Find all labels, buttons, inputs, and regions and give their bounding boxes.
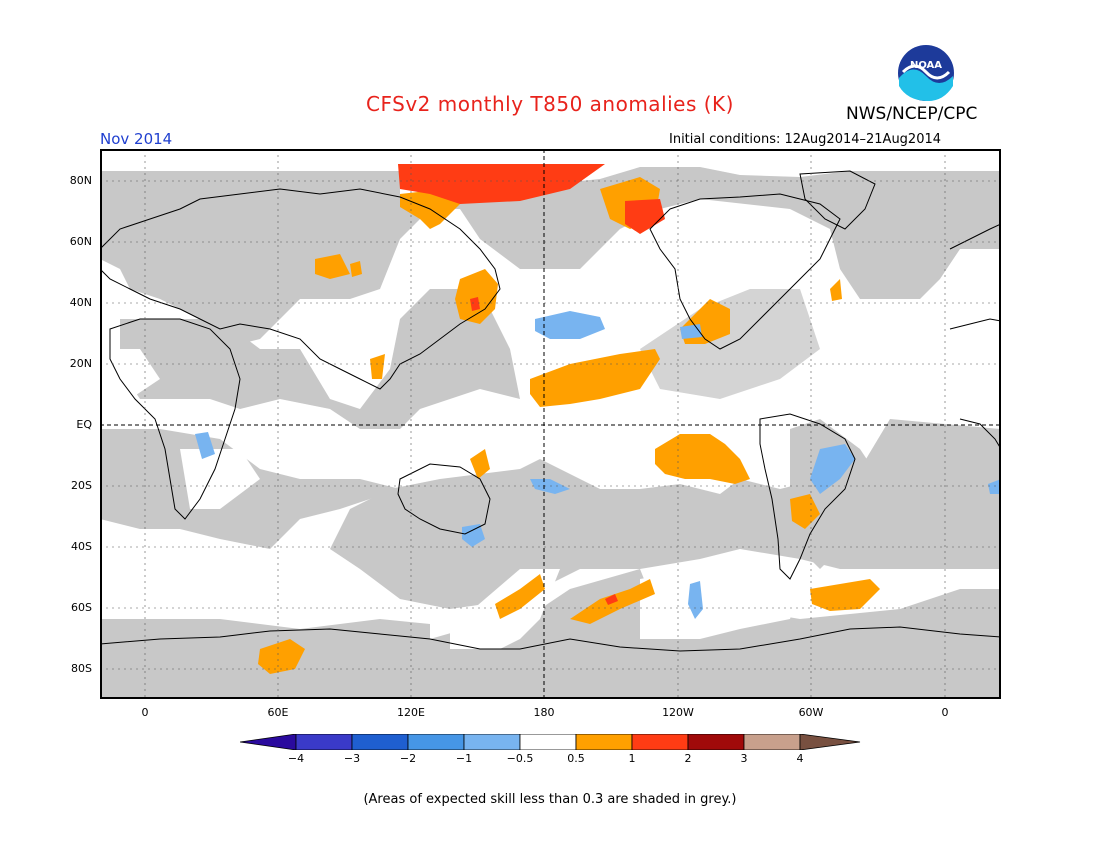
colorbar-segment bbox=[295, 734, 353, 750]
colorbar-label: 4 bbox=[796, 752, 804, 765]
colorbar-label: 3 bbox=[740, 752, 748, 765]
colorbar-label: −4 bbox=[287, 752, 305, 765]
lat-label: 20N bbox=[69, 357, 92, 370]
colorbar bbox=[240, 734, 861, 750]
lat-label: 80N bbox=[69, 174, 92, 187]
skill-note: (Areas of expected skill less than 0.3 a… bbox=[363, 792, 737, 807]
organization-label: NWS/NCEP/CPC bbox=[846, 104, 978, 124]
noaa-logo: NOAA bbox=[896, 43, 956, 103]
colorbar-segment bbox=[351, 734, 409, 750]
lat-label: 40S bbox=[71, 540, 92, 553]
lat-label: 80S bbox=[71, 662, 92, 675]
colorbar-segment bbox=[687, 734, 745, 750]
lon-label: 180 bbox=[533, 706, 555, 719]
lon-label: 60W bbox=[798, 706, 824, 719]
colorbar-segment bbox=[519, 734, 577, 750]
noaa-logo-text: NOAA bbox=[910, 60, 942, 71]
cool-anomaly-regions bbox=[195, 311, 1001, 619]
gridlines bbox=[100, 149, 1001, 699]
lat-label: 40N bbox=[69, 296, 92, 309]
colorbar-label: −0.5 bbox=[506, 752, 534, 765]
anomaly-map bbox=[100, 149, 1001, 699]
colorbar-segment bbox=[631, 734, 689, 750]
colorbar-label: 0.5 bbox=[567, 752, 585, 765]
low-skill-regions bbox=[100, 167, 1000, 699]
colorbar-label: −2 bbox=[399, 752, 417, 765]
lat-label: 20S bbox=[71, 479, 92, 492]
colorbar-label: 2 bbox=[684, 752, 692, 765]
lon-label: 120W bbox=[662, 706, 694, 719]
map-frame bbox=[100, 149, 1001, 699]
lon-label: 0 bbox=[941, 706, 949, 719]
lat-label: EQ bbox=[76, 418, 92, 431]
colorbar-label: −3 bbox=[343, 752, 361, 765]
colorbar-arrow-low bbox=[240, 734, 297, 750]
colorbar-label: 1 bbox=[628, 752, 636, 765]
colorbar-segment bbox=[575, 734, 633, 750]
lon-label: 0 bbox=[141, 706, 149, 719]
valid-month-label: Nov 2014 bbox=[100, 130, 173, 148]
colorbar-label: −1 bbox=[455, 752, 473, 765]
colorbar-segment bbox=[743, 734, 801, 750]
lat-label: 60N bbox=[69, 235, 92, 248]
colorbar-segment bbox=[407, 734, 465, 750]
initial-conditions-label: Initial conditions: 12Aug2014–21Aug2014 bbox=[669, 132, 942, 147]
lon-label: 60E bbox=[267, 706, 289, 719]
warm-anomaly-regions bbox=[258, 177, 880, 674]
lon-label: 120E bbox=[397, 706, 425, 719]
colorbar-arrow-high bbox=[799, 734, 861, 750]
coastlines bbox=[100, 170, 1001, 652]
chart-title: CFSv2 monthly T850 anomalies (K) bbox=[366, 92, 734, 116]
lat-label: 60S bbox=[71, 601, 92, 614]
equator-dateline bbox=[100, 149, 1001, 699]
colorbar-segment bbox=[463, 734, 521, 750]
strong-warm-anomaly-regions bbox=[398, 164, 665, 605]
